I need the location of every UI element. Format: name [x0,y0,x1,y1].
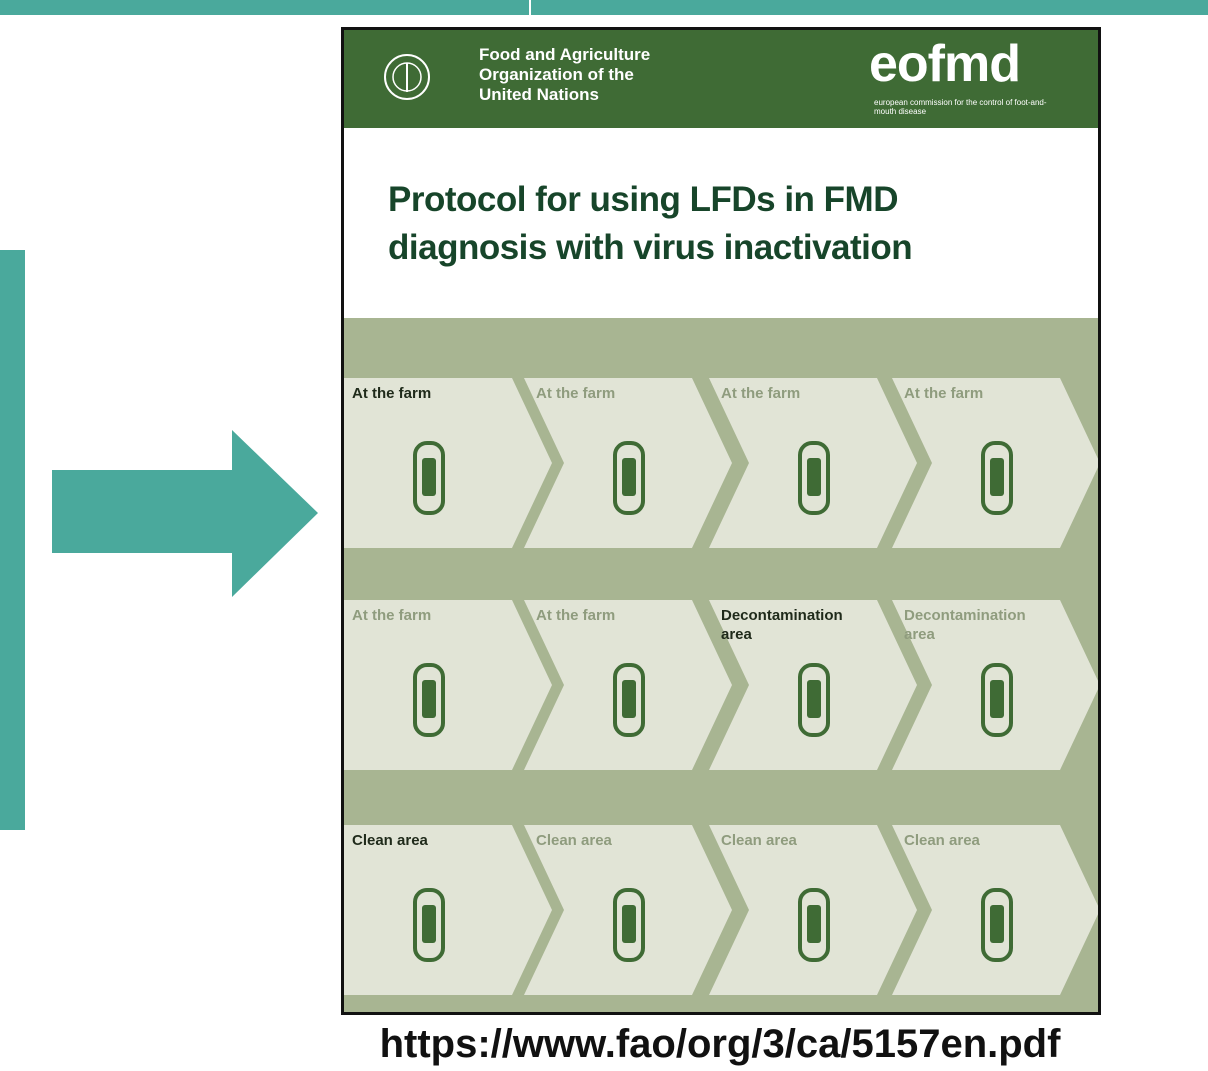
step-icon [990,458,1004,496]
step-label: At the farm [352,384,497,403]
step-icon [807,905,821,943]
step-icon [807,458,821,496]
step-label: Clean area [721,831,866,850]
step-icon [990,680,1004,718]
arrow-shape [52,430,318,597]
step-chevron [344,378,552,548]
step-label: Decontamination area [721,606,866,644]
step-label: Decontamination area [904,606,1049,644]
step-label: At the farm [721,384,866,403]
steps-graphic [344,30,1101,1015]
step-chevron [344,600,552,770]
step-icon [622,905,636,943]
step-label: Clean area [904,831,1049,850]
step-icon [422,680,436,718]
step-icon [807,680,821,718]
step-icon [622,458,636,496]
arrow [40,420,330,610]
step-chevron [344,825,552,995]
poster: Food and Agriculture Organization of the… [341,27,1101,1015]
step-label: At the farm [352,606,497,625]
step-icon [990,905,1004,943]
step-label: At the farm [536,606,681,625]
step-label: At the farm [904,384,1049,403]
step-icon [422,905,436,943]
side-bar [0,250,25,830]
step-label: At the farm [536,384,681,403]
top-bar [0,0,1208,15]
step-icon [622,680,636,718]
slide: Food and Agriculture Organization of the… [0,0,1208,1071]
top-divider [529,0,531,15]
step-icon [422,458,436,496]
step-label: Clean area [352,831,497,850]
source-url: https://www.fao/org/3/ca/5157en.pdf [240,1022,1200,1067]
step-label: Clean area [536,831,681,850]
